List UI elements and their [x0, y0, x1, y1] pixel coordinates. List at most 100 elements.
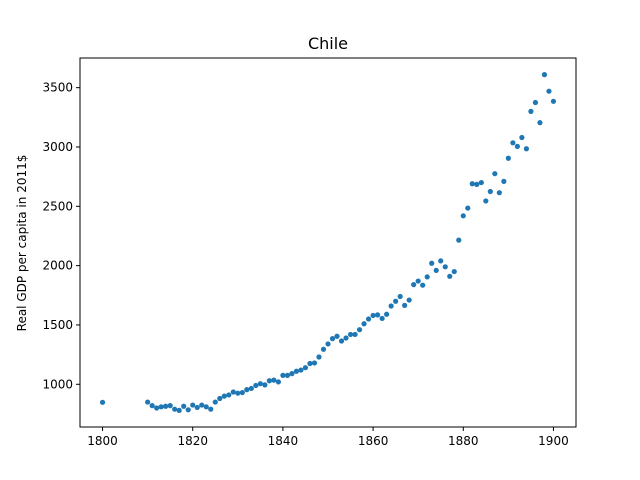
data-point [253, 382, 259, 389]
data-point [190, 402, 196, 408]
data-point [149, 403, 155, 409]
data-point [438, 258, 444, 264]
data-point [194, 404, 200, 411]
data-point [320, 346, 327, 352]
data-point [271, 377, 277, 383]
data-point [451, 268, 457, 275]
plot-area [79, 57, 577, 428]
x-tick-label: 1840 [268, 434, 299, 448]
x-tick-label: 1820 [177, 434, 208, 448]
data-point [275, 379, 281, 385]
y-tick-label: 2000 [42, 259, 73, 273]
data-point [325, 341, 331, 347]
data-point [311, 360, 318, 366]
y-tick-label: 1000 [42, 377, 73, 391]
data-point [99, 399, 106, 405]
data-point [469, 181, 475, 187]
data-point [244, 387, 250, 393]
data-point [384, 311, 390, 317]
data-point [465, 205, 471, 211]
data-point [393, 298, 399, 304]
data-point [221, 393, 227, 399]
chart-title: Chile [308, 34, 348, 53]
data-point [347, 331, 354, 338]
data-point [181, 403, 187, 409]
data-point [262, 382, 268, 388]
data-point [388, 303, 394, 309]
data-point [307, 360, 313, 367]
data-point [289, 371, 295, 377]
data-point [420, 282, 426, 288]
data-point [280, 372, 286, 378]
data-point [284, 372, 291, 378]
data-point [478, 179, 484, 186]
data-point [406, 297, 412, 303]
data-point [433, 267, 439, 273]
data-point [158, 404, 164, 410]
data-point [302, 365, 309, 371]
data-point [523, 146, 530, 152]
data-point [352, 331, 358, 338]
y-tick-label: 3500 [42, 81, 73, 95]
data-point [541, 72, 548, 78]
data-point [474, 181, 480, 187]
data-point [397, 293, 403, 300]
data-point [257, 381, 263, 387]
data-point [298, 367, 304, 373]
data-point [212, 399, 218, 405]
data-point [411, 282, 417, 288]
data-point [239, 389, 245, 396]
data-point [505, 155, 511, 161]
data-point [248, 385, 254, 392]
data-point [329, 336, 336, 342]
x-tick-label: 1900 [538, 434, 569, 448]
data-point [185, 407, 191, 413]
data-point [230, 389, 236, 395]
data-point [145, 399, 151, 405]
data-point [487, 188, 493, 195]
data-point [519, 134, 525, 141]
y-tick-label: 2500 [42, 199, 73, 213]
x-tick-label: 1800 [87, 434, 118, 448]
data-point [343, 335, 349, 341]
data-point [514, 143, 520, 149]
data-point [293, 368, 300, 374]
data-point [402, 302, 408, 308]
data-point [546, 88, 552, 94]
data-point [370, 312, 376, 319]
y-axis-label: Real GDP per capita in 2011$ [15, 155, 29, 332]
data-point [226, 392, 232, 398]
data-point [501, 178, 507, 184]
data-point [550, 98, 557, 104]
data-point [442, 264, 448, 270]
data-point [415, 278, 421, 284]
x-tick-label: 1860 [358, 434, 389, 448]
data-point [510, 140, 516, 146]
data-point [375, 312, 381, 318]
data-point [361, 321, 367, 327]
data-point [496, 190, 502, 196]
data-point [266, 378, 272, 384]
data-point [483, 198, 489, 204]
data-point [217, 395, 223, 402]
data-point [154, 405, 160, 411]
y-tick-label: 3000 [42, 140, 73, 154]
data-point [235, 390, 241, 396]
data-points [99, 72, 557, 413]
data-point [167, 403, 173, 409]
data-point [163, 403, 169, 409]
data-point [460, 213, 466, 219]
x-axis-ticks: 1800 1820 1840 1860 1880 1900 [87, 427, 569, 448]
data-point [334, 333, 340, 339]
data-point [203, 404, 209, 410]
data-point [424, 274, 430, 280]
data-point [379, 315, 385, 322]
data-point [199, 402, 205, 408]
data-point [176, 407, 182, 413]
data-point [528, 108, 534, 114]
data-point [456, 237, 462, 243]
data-point [356, 327, 363, 333]
data-point [537, 120, 543, 126]
y-tick-label: 1500 [42, 318, 73, 332]
